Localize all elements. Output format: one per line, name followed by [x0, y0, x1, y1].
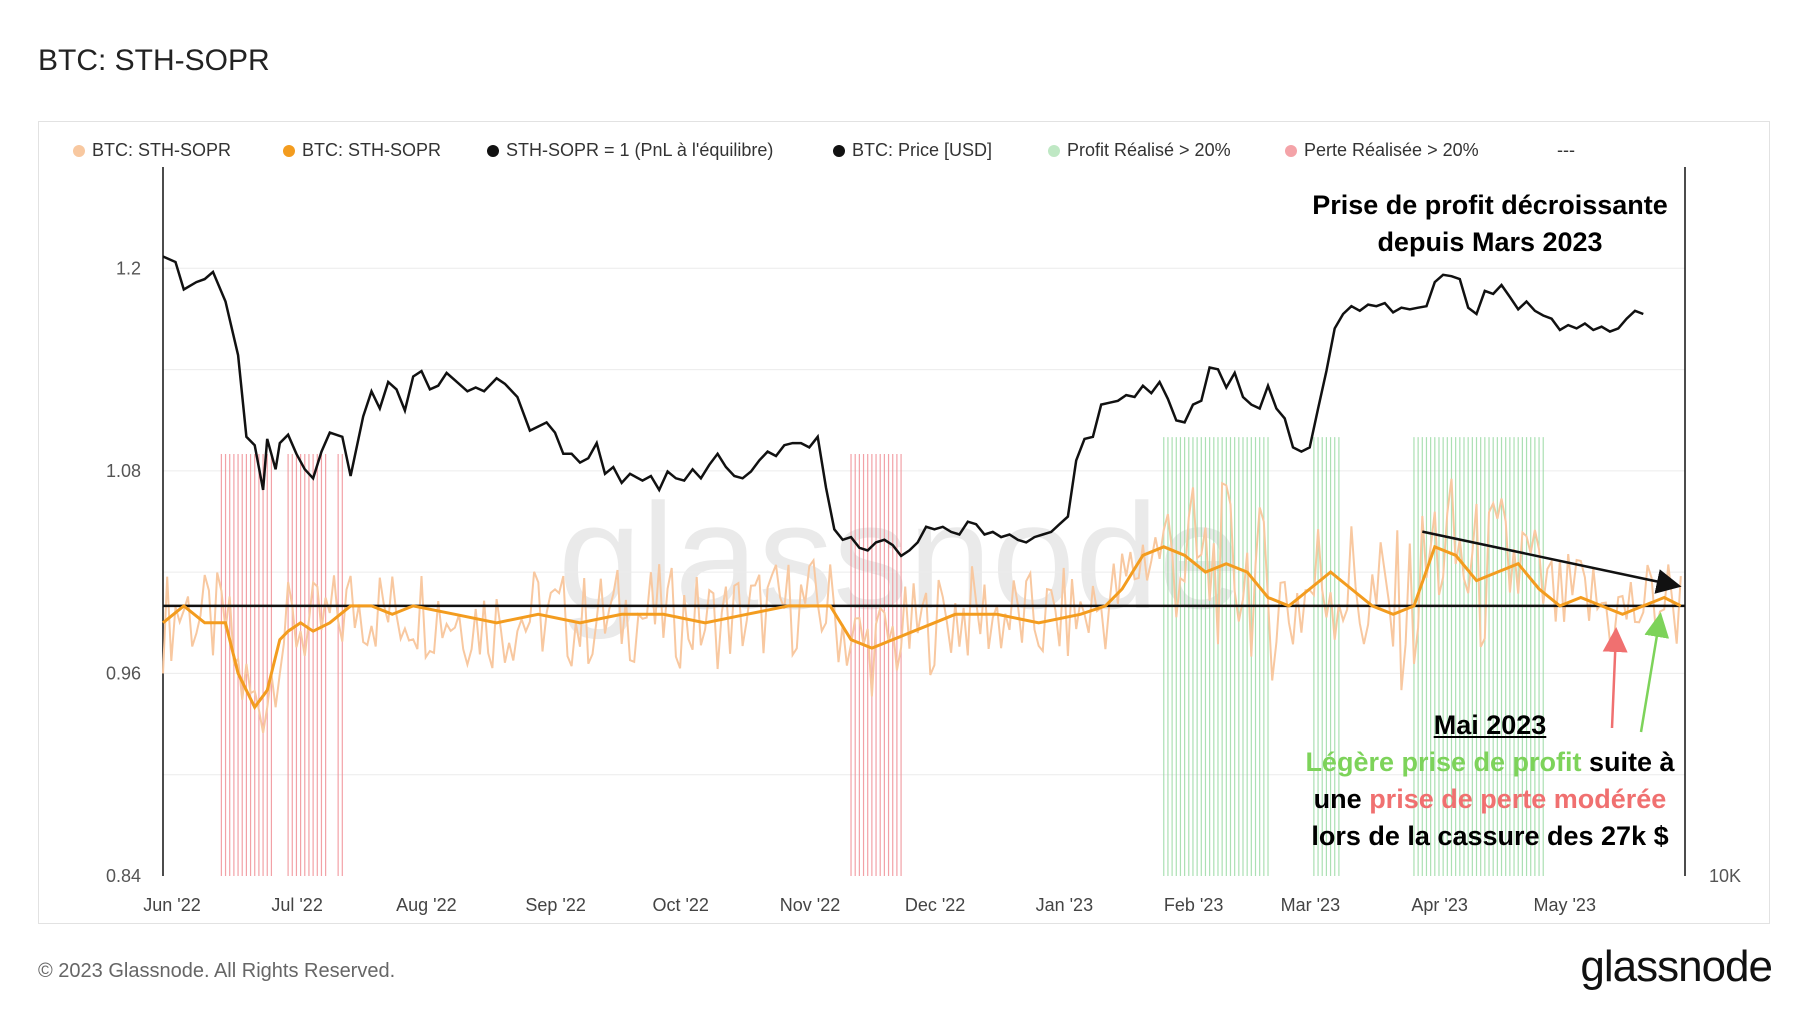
sopr-smooth-line	[162, 544, 1682, 711]
legend-item-sopr-raw[interactable]: BTC: STH-SOPR	[73, 140, 231, 161]
x-tick-label: Dec '22	[905, 895, 965, 915]
y-right-tick-label: 10K	[1709, 866, 1741, 886]
legend-dot-icon	[833, 145, 845, 157]
x-tick-label: Feb '23	[1164, 895, 1223, 915]
loss-arrow	[1602, 627, 1628, 729]
x-tick-label: Mar '23	[1281, 895, 1340, 915]
annotation-may-title: Mai 2023	[1433, 710, 1547, 740]
x-tick-label: May '23	[1533, 895, 1595, 915]
annotation-top: Prise de profit décroissante depuis Mars…	[1312, 190, 1668, 257]
y-tick-label: 1.2	[116, 258, 141, 278]
legend-item-price[interactable]: BTC: Price [USD]	[833, 140, 992, 161]
legend-item-equilibrium[interactable]: STH-SOPR = 1 (PnL à l'équilibre)	[487, 140, 773, 161]
page-title: BTC: STH-SOPR	[38, 44, 270, 77]
profit-arrow	[1639, 612, 1670, 733]
chart-frame	[38, 121, 1770, 924]
legend-item-profit[interactable]: Profit Réalisé > 20%	[1048, 140, 1231, 161]
x-tick-label: Sep '22	[525, 895, 586, 915]
y-tick-label: 0.96	[106, 663, 141, 683]
price-line	[162, 255, 1644, 558]
x-tick-label: Oct '22	[652, 895, 708, 915]
x-tick-label: Aug '22	[396, 895, 457, 915]
x-tick-label: Apr '23	[1411, 895, 1467, 915]
y-tick-label: 1.08	[106, 461, 141, 481]
trend-arrow	[1422, 530, 1682, 594]
footer-copyright: © 2023 Glassnode. All Rights Reserved.	[38, 960, 396, 982]
legend-dot-icon	[283, 145, 295, 157]
x-tick-label: Nov '22	[780, 895, 840, 915]
legend-dot-icon	[1285, 145, 1297, 157]
glassnode-logo: glassnode	[1580, 942, 1773, 991]
x-tick-label: Jun '22	[143, 895, 200, 915]
legend-item-loss[interactable]: Perte Réalisée > 20%	[1285, 140, 1479, 161]
y-tick-label: 0.84	[106, 866, 141, 886]
legend-dot-icon	[487, 145, 499, 157]
legend-dot-icon	[1048, 145, 1060, 157]
legend-item-more[interactable]: ---	[1557, 140, 1575, 160]
x-tick-label: Jul '22	[271, 895, 322, 915]
legend-dot-icon	[73, 145, 85, 157]
annotation-may: Mai 2023 Légère prise de profit suite à …	[1250, 710, 1730, 852]
x-tick-label: Jan '23	[1036, 895, 1093, 915]
legend-item-sopr-smooth[interactable]: BTC: STH-SOPR	[283, 140, 441, 161]
